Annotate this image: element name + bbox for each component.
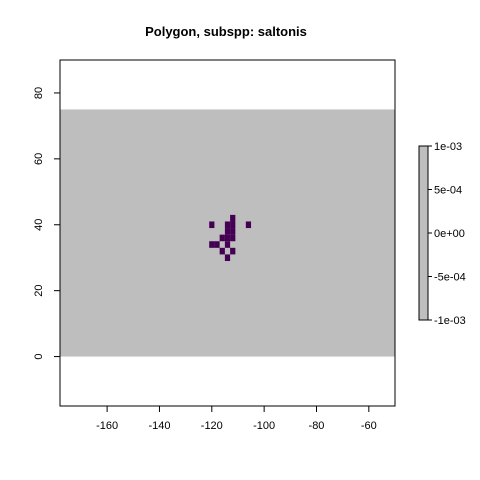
y-tick-label: 60 — [33, 153, 45, 165]
presence-cell — [224, 241, 231, 248]
presence-cell — [209, 241, 215, 248]
y-tick-label: 20 — [33, 285, 45, 297]
y-tick-label: 40 — [33, 219, 45, 231]
legend-tick-label: 5e-04 — [434, 185, 462, 197]
presence-cell — [219, 234, 225, 242]
presence-cell — [209, 221, 215, 229]
y-axis: 0 20 40 60 80 — [33, 87, 61, 360]
presence-cell — [224, 228, 231, 235]
legend-tick-label: -1e-03 — [434, 315, 466, 327]
x-axis: -160 -140 -120 -100 -80 -60 — [96, 405, 377, 432]
x-tick-label: -140 — [148, 420, 170, 432]
map-title: Polygon, subspp: saltonis — [145, 24, 307, 39]
legend-bar — [418, 145, 429, 321]
y-tick-label: 80 — [33, 87, 45, 99]
presence-cell — [230, 228, 236, 235]
presence-cell — [224, 234, 231, 242]
legend-tick-label: 1e-03 — [434, 141, 462, 153]
presence-cell — [230, 214, 236, 222]
presence-cell — [230, 221, 236, 229]
y-tick-label: 0 — [33, 354, 45, 360]
presence-cell — [224, 254, 231, 262]
x-tick-label: -120 — [201, 420, 223, 432]
presence-cell — [219, 247, 225, 255]
presence-cell — [230, 234, 236, 242]
x-tick-label: -60 — [361, 420, 377, 432]
legend-tick-label: 0e+00 — [434, 228, 465, 240]
presence-cell — [214, 241, 220, 248]
legend-tick-label: -5e-04 — [434, 272, 466, 284]
x-tick-label: -80 — [309, 420, 325, 432]
presence-cell — [230, 247, 236, 255]
color-legend: 1e-03 5e-04 0e+00 -5e-04 -1e-03 — [418, 141, 466, 327]
presence-cells — [209, 214, 252, 262]
presence-cell — [224, 221, 231, 229]
x-tick-label: -160 — [96, 420, 118, 432]
presence-cell — [245, 221, 252, 229]
x-tick-label: -100 — [253, 420, 275, 432]
